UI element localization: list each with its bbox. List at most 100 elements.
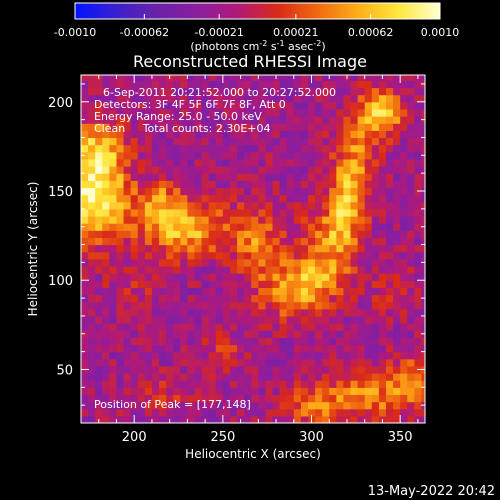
- heatmap-cell: [237, 344, 245, 353]
- heatmap-cell: [307, 215, 316, 224]
- heatmap-cell: [123, 208, 132, 217]
- heatmap-cell: [258, 365, 267, 374]
- heatmap-cell: [88, 251, 96, 260]
- heatmap-cell: [322, 308, 330, 317]
- heatmap-cell: [222, 87, 231, 96]
- heatmap-cell: [244, 75, 252, 81]
- heatmap-cell: [400, 151, 408, 160]
- heatmap-cell: [350, 244, 359, 253]
- heatmap-cell: [123, 408, 132, 417]
- heatmap-cell: [279, 158, 288, 167]
- heatmap-cell: [137, 294, 146, 303]
- heatmap-cell: [251, 323, 259, 331]
- heatmap-cell: [237, 244, 245, 253]
- heatmap-cell: [215, 215, 224, 224]
- heatmap-cell: [180, 87, 188, 96]
- heatmap-cell: [159, 130, 167, 139]
- heatmap-cell: [130, 123, 139, 131]
- heatmap-cell: [371, 294, 380, 303]
- heatmap-cell: [279, 315, 288, 324]
- heatmap-cell: [329, 315, 337, 324]
- heatmap-cell: [279, 230, 288, 238]
- heatmap-cell: [407, 94, 415, 103]
- heatmap-cell: [151, 80, 160, 89]
- heatmap-cell: [95, 258, 103, 267]
- heatmap-cell: [123, 201, 132, 210]
- heatmap-cell: [102, 415, 110, 423]
- heatmap-cell: [194, 144, 203, 153]
- heatmap-cell: [222, 151, 231, 160]
- heatmap-cell: [307, 173, 316, 181]
- heatmap-cell: [237, 401, 245, 410]
- heatmap-cell: [102, 401, 110, 410]
- heatmap-cell: [144, 337, 153, 346]
- heatmap-cell: [159, 330, 167, 338]
- heatmap-cell: [137, 144, 146, 153]
- heatmap-cell: [407, 215, 415, 224]
- heatmap-cell: [88, 351, 96, 360]
- heatmap-cell: [378, 151, 387, 160]
- heatmap-cell: [222, 408, 231, 417]
- heatmap-cell: [144, 415, 153, 423]
- colorbar-tick-label: -0.00062: [120, 26, 169, 39]
- heatmap-cell: [81, 173, 89, 181]
- heatmap-cell: [151, 137, 160, 146]
- heatmap-cell: [116, 308, 125, 317]
- heatmap-cell: [286, 337, 295, 346]
- heatmap-cell: [421, 265, 425, 274]
- heatmap-cell: [201, 394, 210, 403]
- heatmap-cell: [385, 244, 394, 253]
- heatmap-cell: [88, 223, 96, 231]
- heatmap-cell: [322, 116, 330, 124]
- heatmap-cell: [279, 301, 288, 310]
- heatmap-cell: [159, 287, 167, 296]
- heatmap-cell: [144, 380, 153, 388]
- heatmap-cell: [293, 144, 302, 153]
- heatmap-cell: [400, 237, 408, 246]
- heatmap-cell: [414, 258, 423, 267]
- heatmap-cell: [258, 373, 267, 381]
- heatmap-cell: [300, 373, 309, 381]
- heatmap-cell: [187, 94, 196, 103]
- heatmap-cell: [81, 75, 89, 81]
- heatmap-cell: [144, 351, 153, 360]
- heatmap-cell: [293, 94, 302, 103]
- heatmap-cell: [166, 373, 174, 381]
- heatmap-cell: [421, 237, 425, 246]
- colorbar-tick-label: 0.00062: [348, 26, 394, 39]
- heatmap-cell: [166, 251, 174, 260]
- heatmap-cell: [378, 287, 387, 296]
- heatmap-cell: [300, 394, 309, 403]
- heatmap-cell: [151, 315, 160, 324]
- heatmap-cell: [336, 258, 345, 267]
- heatmap-cell: [159, 315, 167, 324]
- heatmap-cell: [116, 273, 125, 281]
- heatmap-cell: [88, 87, 96, 96]
- heatmap-cell: [407, 130, 415, 139]
- heatmap-cell: [371, 180, 380, 189]
- heatmap-cell: [421, 158, 425, 167]
- heatmap-cell: [407, 415, 415, 423]
- heatmap-cell: [222, 237, 231, 246]
- heatmap-cell: [116, 87, 125, 96]
- heatmap-cell: [258, 223, 267, 231]
- heatmap-cell: [279, 323, 288, 331]
- heatmap-cell: [215, 75, 224, 81]
- heatmap-cell: [95, 330, 103, 338]
- heatmap-cell: [329, 244, 337, 253]
- heatmap-cell: [421, 394, 425, 403]
- heatmap-cell: [95, 315, 103, 324]
- heatmap-cell: [215, 330, 224, 338]
- heatmap-cell: [215, 380, 224, 388]
- heatmap-cell: [400, 330, 408, 338]
- heatmap-cell: [357, 280, 366, 288]
- heatmap-cell: [414, 158, 423, 167]
- heatmap-cell: [385, 166, 394, 174]
- heatmap-cell: [102, 230, 110, 238]
- heatmap-cell: [130, 315, 139, 324]
- heatmap-cell: [364, 108, 373, 117]
- heatmap-cell: [357, 258, 366, 267]
- heatmap-cell: [159, 294, 167, 303]
- heatmap-cell: [109, 373, 118, 381]
- heatmap-cell: [300, 301, 309, 310]
